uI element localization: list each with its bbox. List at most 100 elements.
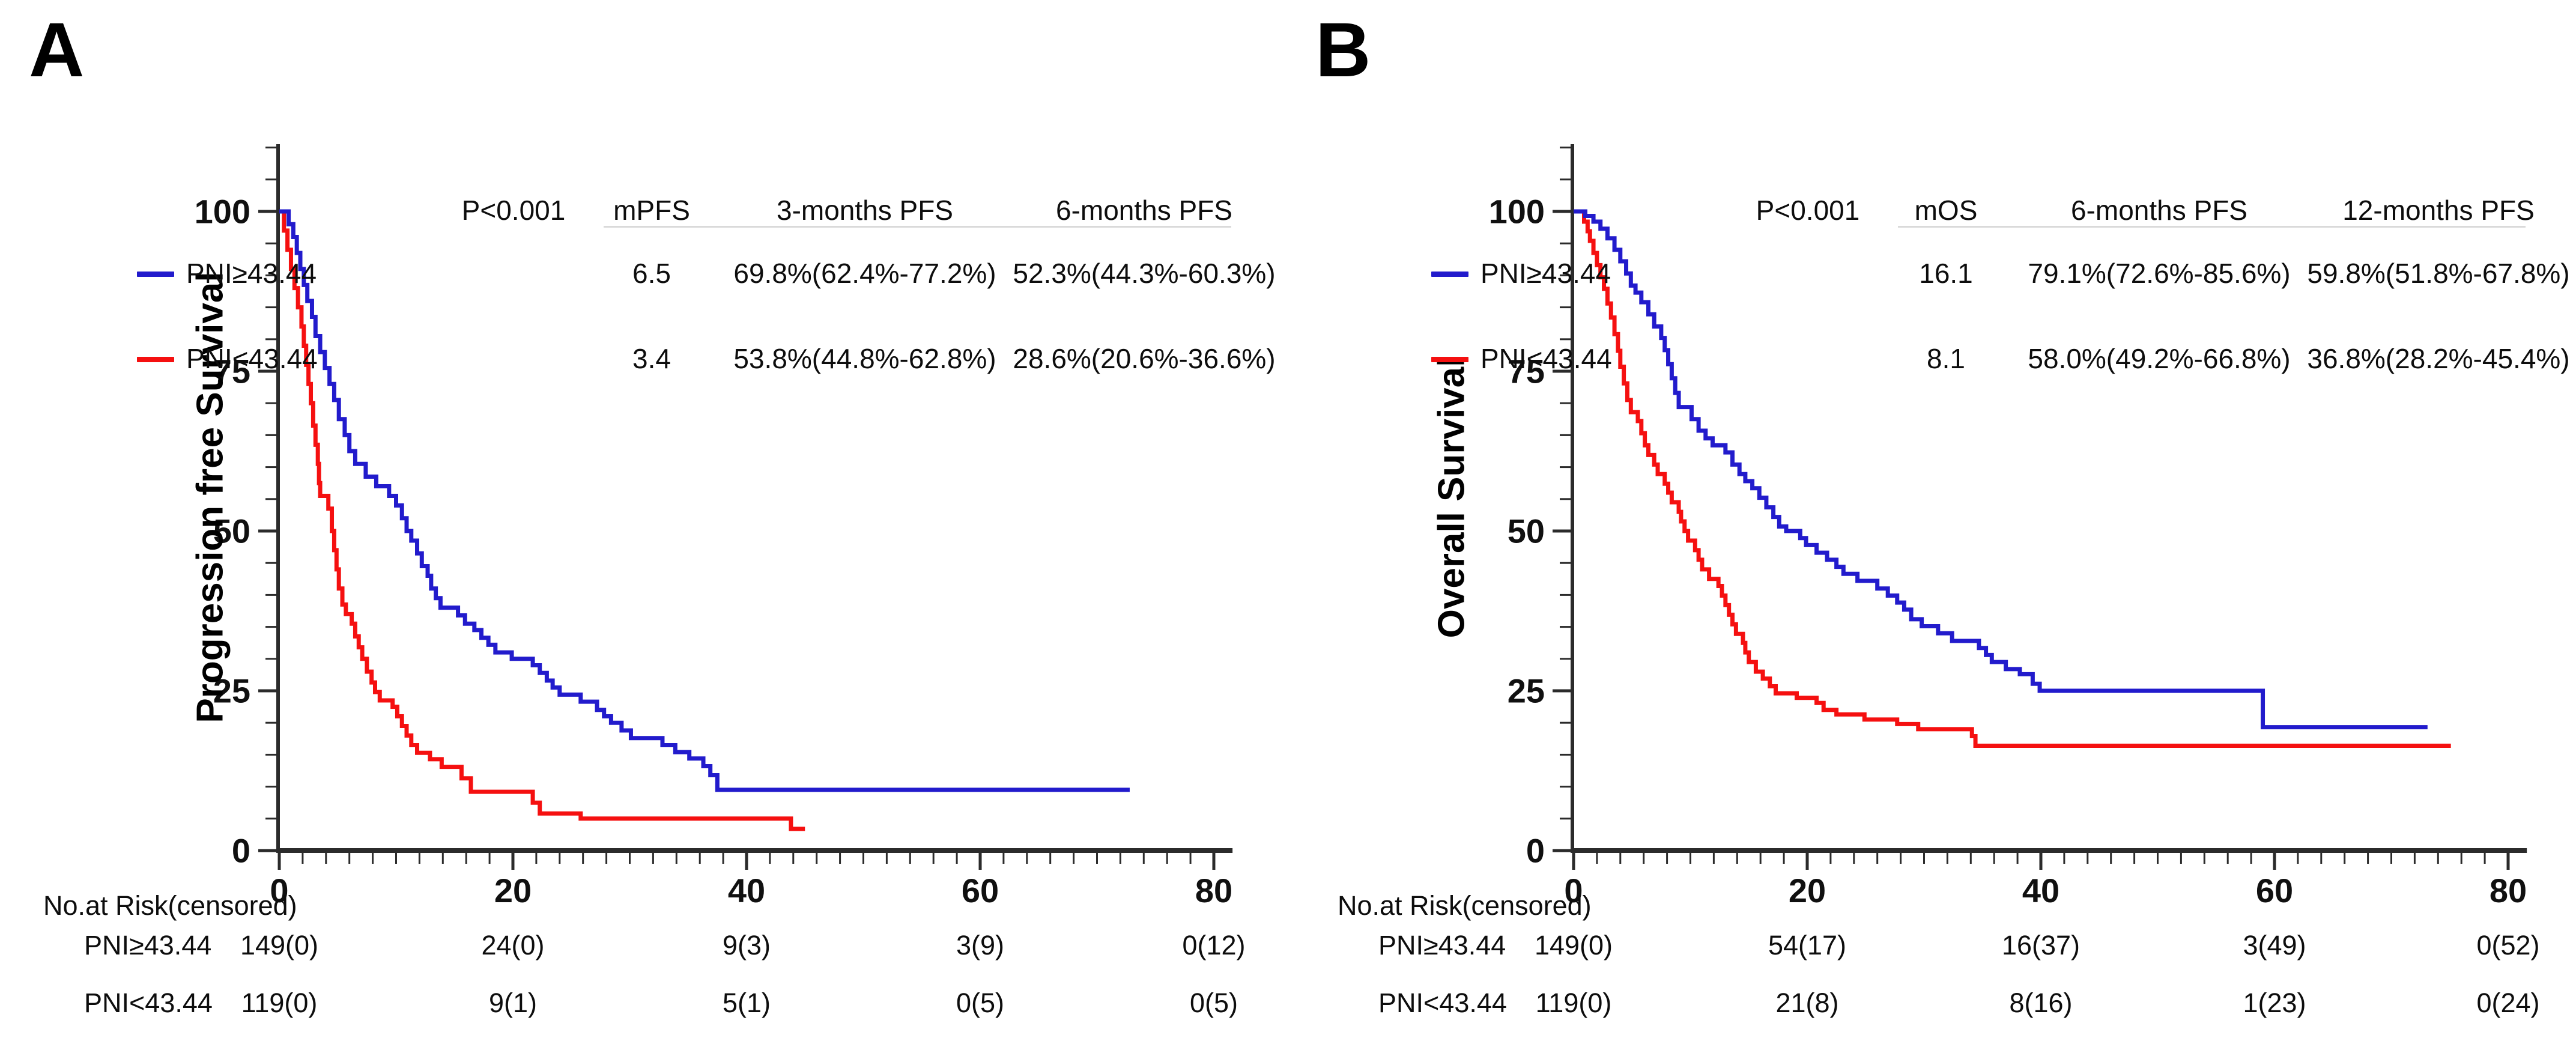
y-minor-tick [265,818,276,820]
km-curve-pni-high [279,209,1130,792]
y-minor-tick [265,242,276,244]
y-major-tick [258,689,276,693]
legend-line-swatch-low [137,357,174,362]
x-minor-tick [2110,853,2112,864]
y-minor-tick [1560,466,1571,469]
y-minor-tick [265,626,276,628]
x-minor-tick [2250,853,2252,864]
legend-col-1-header: 6-months PFS [2071,195,2247,226]
y-minor-tick [1560,593,1571,596]
risk-value: 16(37) [2001,930,2080,960]
y-minor-tick [265,721,276,724]
x-minor-tick [559,853,561,864]
x-tick-label: 40 [728,872,765,909]
y-minor-tick [1560,818,1571,820]
y-tick-label: 0 [1526,832,1545,870]
y-tick-label: 25 [213,672,250,710]
x-minor-tick [1119,853,1121,864]
x-minor-tick [1142,853,1145,864]
legend-pfs: P<0.001 mPFS 3-months PFS 6-months PFS P… [0,0,1282,1056]
x-minor-tick [1049,853,1052,864]
x-major-tick [277,853,281,870]
x-minor-tick [1690,853,1691,864]
x-minor-tick [652,853,654,864]
risk-value: 119(0) [1535,988,1612,1018]
x-minor-tick [1643,853,1645,864]
y-major-tick [258,529,276,533]
legend-col-1-header: 3-months PFS [777,195,953,226]
x-minor-tick [2484,853,2486,864]
y-major-tick [1553,689,1571,693]
legend-col-2-value: 28.6%(20.6%-36.6%) [1013,343,1276,374]
x-minor-tick [1969,853,1972,864]
x-tick-label: 60 [962,872,999,909]
y-axis-line [276,144,280,853]
km-curve-pni-low [1574,209,2451,748]
y-minor-tick [1560,242,1571,244]
x-major-tick [2273,853,2276,870]
y-major-tick [1553,849,1571,852]
x-major-tick [1212,853,1216,870]
x-minor-tick [2016,853,2019,864]
x-tick-label: 60 [2256,872,2293,909]
y-minor-tick [1560,498,1571,500]
y-major-tick [258,210,276,213]
x-major-tick [978,853,982,870]
x-major-tick [1572,853,1575,870]
x-minor-tick [722,853,724,864]
risk-row-label: PNI≥43.44 [84,930,212,960]
x-minor-tick [1666,853,1668,864]
x-minor-tick [699,853,701,864]
risk-value: 0(24) [2476,988,2540,1018]
p-value-label: P<0.001 [1756,195,1860,226]
y-tick-label: 0 [232,832,250,870]
x-minor-tick [1993,853,1995,864]
x-minor-tick [1783,853,1785,864]
risk-value: 21(8) [1775,988,1839,1018]
y-major-tick [1553,369,1571,373]
x-minor-tick [465,853,467,864]
legend-col-2-value: 52.3%(44.3%-60.3%) [1013,258,1276,289]
risk-table-title: No.at Risk(censored) [43,890,297,921]
x-minor-tick [2344,853,2346,864]
x-tick-label: 40 [2022,872,2059,909]
x-minor-tick [769,853,771,864]
x-minor-tick [582,853,584,864]
legend-col-2-header: 12-months PFS [2342,195,2535,226]
x-minor-tick [1002,853,1005,864]
x-tick-label: 20 [1789,872,1826,909]
risk-value: 119(0) [241,988,318,1018]
x-minor-tick [1596,853,1598,864]
risk-value: 9(1) [488,988,538,1018]
x-tick-label: 0 [1564,872,1583,909]
x-minor-tick [372,853,374,864]
risk-value: 0(52) [2476,930,2540,960]
legend-col-1-value: 53.8%(44.8%-62.8%) [733,343,996,374]
x-minor-tick [302,853,304,864]
y-tick-label: 50 [213,512,250,550]
x-minor-tick [956,853,958,864]
legend-header-underline [604,226,1231,228]
y-minor-tick [265,147,276,149]
x-minor-tick [2460,853,2462,864]
x-minor-tick [2390,853,2392,864]
legend-col-1-value: 58.0%(49.2%-66.8%) [2028,343,2291,374]
y-minor-tick [265,338,276,341]
y-minor-tick [265,658,276,660]
x-minor-tick [792,853,795,864]
legend-os: P<0.001 mOS 6-months PFS 12-months PFS P… [1294,0,2576,1056]
x-minor-tick [839,853,841,864]
y-minor-tick [265,562,276,564]
x-minor-tick [2087,853,2089,864]
risk-row-label: PNI<43.44 [84,988,213,1018]
x-minor-tick [1026,853,1028,864]
risk-table-title: No.at Risk(censored) [1338,890,1592,921]
x-minor-tick [2180,853,2182,864]
legend-group-name: PNI<43.44 [186,343,318,374]
legend-col-1-value: 79.1%(72.6%-85.6%) [2028,258,2291,289]
y-minor-tick [1560,402,1571,404]
x-minor-tick [1923,853,1925,864]
y-tick-label: 75 [1508,353,1545,390]
risk-value: 8(16) [2009,988,2073,1018]
risk-value: 0(5) [956,988,1005,1018]
